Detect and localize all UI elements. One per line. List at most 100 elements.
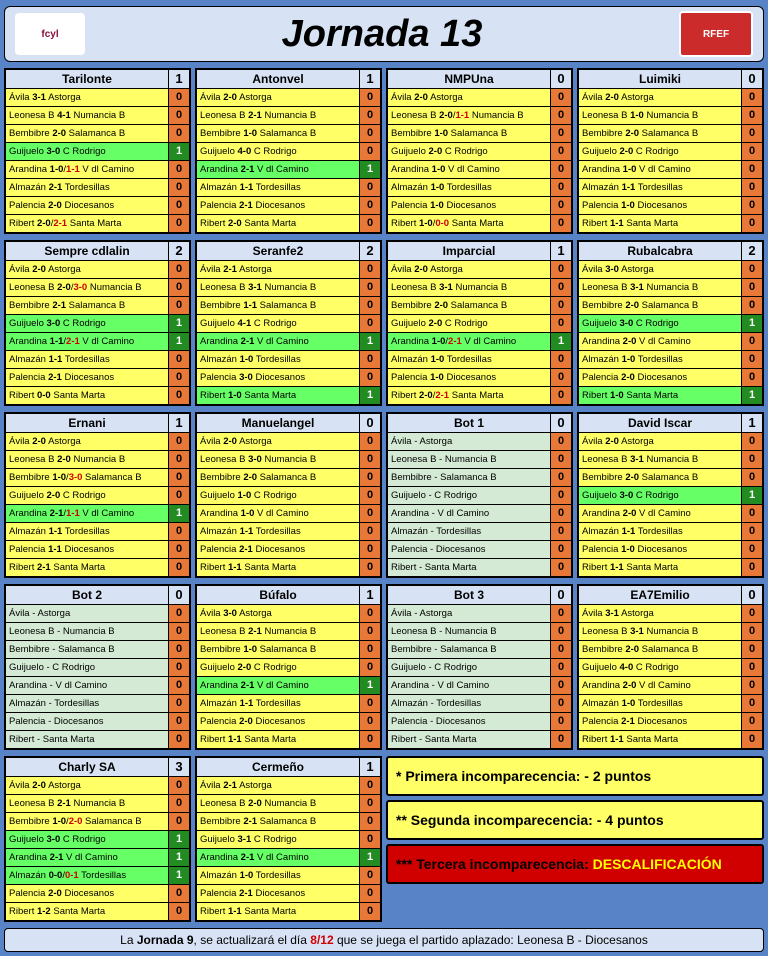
match-cell: Leonesa B - Numancia B [6,623,169,640]
prediction-row: Ávila 2-0 Astorga0 [388,88,571,106]
player-name: Bot 1 [388,414,551,432]
prediction-row: Palencia 2-0 Diocesanos0 [6,884,189,902]
prediction-row: Ribert 1-0 Santa Marta1 [197,386,380,404]
prediction-row: Ribert 1-2 Santa Marta0 [6,902,189,920]
match-cell: Bembibre 2-0 Salamanca B [579,641,742,658]
match-cell: Ribert - Santa Marta [6,731,169,748]
match-cell: Ribert 1-1 Santa Marta [579,215,742,232]
note: * Primera incomparecencia: - 2 puntos [386,756,764,796]
prediction-row: Palencia 2-1 Diocesanos0 [197,540,380,558]
player-total: 1 [169,414,189,432]
match-cell: Palencia 2-1 Diocesanos [579,713,742,730]
points-cell: 0 [169,777,189,794]
points-cell: 0 [169,279,189,296]
points-cell: 1 [169,333,189,350]
match-cell: Leonesa B 2-0/3-0 Numancia B [6,279,169,296]
player-total: 2 [169,242,189,260]
prediction-row: Arandina 2-1 V dl Camino1 [197,676,380,694]
points-cell: 0 [742,505,762,522]
points-cell: 0 [360,903,380,920]
match-cell: Ribert 1-0 Santa Marta [197,387,360,404]
prediction-row: Palencia - Diocesanos0 [6,712,189,730]
match-cell: Ávila 2-0 Astorga [388,89,551,106]
prediction-row: Guijuelo 3-0 C Rodrigo1 [579,314,762,332]
match-cell: Almazán 1-1 Tordesillas [6,351,169,368]
points-cell: 0 [551,179,571,196]
match-cell: Leonesa B 3-1 Numancia B [579,623,742,640]
prediction-row: Palencia 3-0 Diocesanos0 [197,368,380,386]
points-cell: 0 [742,731,762,748]
match-cell: Palencia 2-1 Diocesanos [197,197,360,214]
points-cell: 0 [551,541,571,558]
match-cell: Ribert 1-0 Santa Marta [579,387,742,404]
player-total: 2 [742,242,762,260]
prediction-row: Ribert 1-1 Santa Marta0 [579,214,762,232]
points-cell: 0 [551,197,571,214]
points-cell: 0 [551,161,571,178]
prediction-row: Ribert 1-0 Santa Marta1 [579,386,762,404]
match-cell: Guijuelo - C Rodrigo [388,487,551,504]
prediction-row: Ribert 1-1 Santa Marta0 [197,730,380,748]
prediction-row: Palencia 2-1 Diocesanos0 [197,196,380,214]
match-cell: Bembibre 2-1 Salamanca B [6,297,169,314]
group-row: Ernani1Ávila 2-0 Astorga0Leonesa B 2-0 N… [4,412,764,578]
match-cell: Arandina 2-1 V dl Camino [197,333,360,350]
match-cell: Ávila 3-1 Astorga [6,89,169,106]
player-name: Cermeño [197,758,360,776]
prediction-row: Ávila - Astorga0 [6,604,189,622]
player-card: Seranfe22Ávila 2-1 Astorga0Leonesa B 3-1… [195,240,382,406]
prediction-row: Guijuelo 3-0 C Rodrigo1 [6,830,189,848]
match-cell: Almazán 1-1 Tordesillas [197,695,360,712]
match-cell: Arandina 2-1/1-1 V dl Camino [6,505,169,522]
match-cell: Arandina 2-0 V dl Camino [579,505,742,522]
prediction-row: Leonesa B 3-0 Numancia B0 [197,450,380,468]
match-cell: Leonesa B 3-1 Numancia B [579,451,742,468]
prediction-row: Bembibre 2-0 Salamanca B0 [579,468,762,486]
prediction-row: Leonesa B 3-1 Numancia B0 [388,278,571,296]
prediction-row: Ribert - Santa Marta0 [6,730,189,748]
match-cell: Guijuelo 1-0 C Rodrigo [197,487,360,504]
points-cell: 0 [742,369,762,386]
player-total: 0 [360,414,380,432]
match-cell: Almazán 1-0 Tordesillas [579,695,742,712]
points-cell: 0 [742,143,762,160]
player-card: Ernani1Ávila 2-0 Astorga0Leonesa B 2-0 N… [4,412,191,578]
match-cell: Ribert 0-0 Santa Marta [6,387,169,404]
match-cell: Ávila - Astorga [6,605,169,622]
match-cell: Ávila 2-0 Astorga [6,261,169,278]
points-cell: 0 [551,523,571,540]
player-name: Rubalcabra [579,242,742,260]
match-cell: Palencia 1-0 Diocesanos [388,197,551,214]
prediction-row: Bembibre 2-0 Salamanca B0 [197,468,380,486]
prediction-row: Palencia 2-1 Diocesanos0 [6,368,189,386]
prediction-row: Leonesa B - Numancia B0 [6,622,189,640]
prediction-row: Arandina 1-0/1-1 V dl Camino0 [6,160,189,178]
points-cell: 0 [742,351,762,368]
points-cell: 0 [360,541,380,558]
points-cell: 0 [742,677,762,694]
match-cell: Arandina 1-0/1-1 V dl Camino [6,161,169,178]
prediction-row: Bembibre 2-0 Salamanca B0 [6,124,189,142]
player-card: Antonvel1Ávila 2-0 Astorga0Leonesa B 2-1… [195,68,382,234]
prediction-row: Guijuelo 2-0 C Rodrigo0 [579,142,762,160]
prediction-row: Ribert 1-0/0-0 Santa Marta0 [388,214,571,232]
player-name: Tarilonte [6,70,169,88]
points-cell: 1 [169,315,189,332]
prediction-row: Guijuelo 2-0 C Rodrigo0 [388,314,571,332]
match-cell: Bembibre - Salamanca B [388,469,551,486]
points-cell: 0 [551,505,571,522]
match-cell: Bembibre 1-1 Salamanca B [197,297,360,314]
prediction-row: Guijuelo 4-0 C Rodrigo0 [579,658,762,676]
points-cell: 1 [360,333,380,350]
group-row: Sempre cdlalin2Ávila 2-0 Astorga0Leonesa… [4,240,764,406]
match-cell: Almazán 1-0 Tordesillas [388,351,551,368]
prediction-row: Palencia 2-0 Diocesanos0 [6,196,189,214]
prediction-row: Arandina 2-1 V dl Camino1 [197,160,380,178]
match-cell: Ribert 1-1 Santa Marta [197,903,360,920]
player-name: NMPUna [388,70,551,88]
prediction-row: Almazán 1-1 Tordesillas0 [579,178,762,196]
prediction-row: Ribert 1-1 Santa Marta0 [579,730,762,748]
points-cell: 0 [360,795,380,812]
player-card: Manuelangel0Ávila 2-0 Astorga0Leonesa B … [195,412,382,578]
footer-note: La Jornada 9, se actualizará el día 8/12… [4,928,764,952]
